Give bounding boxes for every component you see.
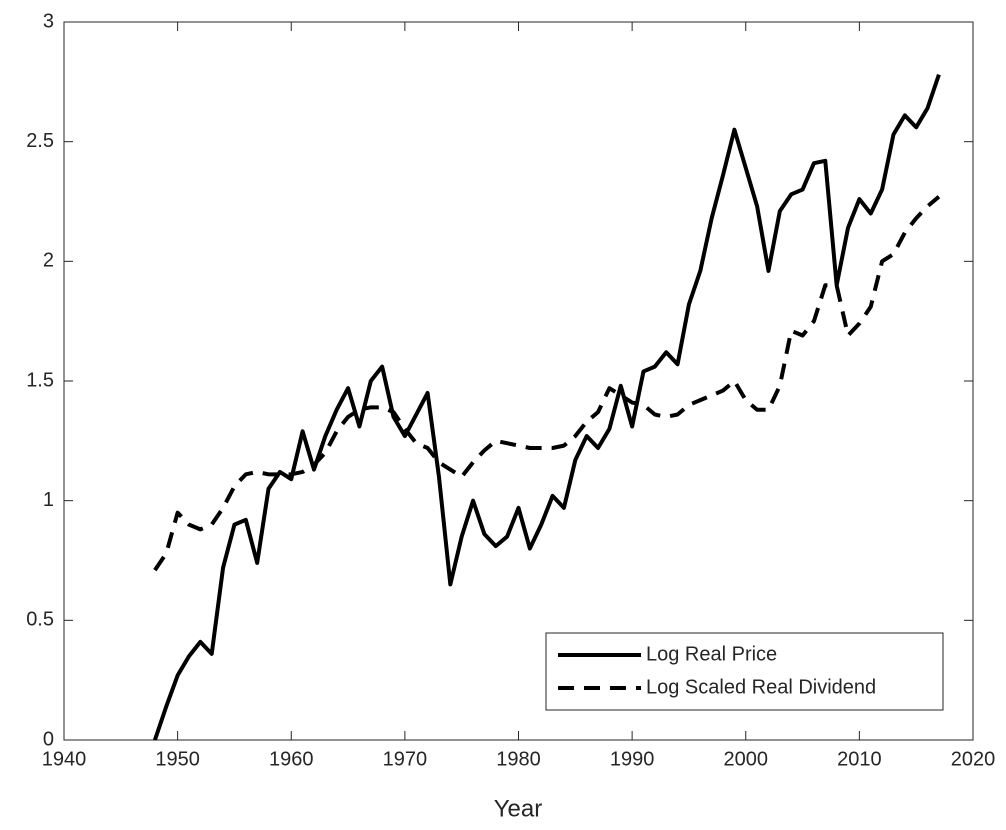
x-tick-label: 1940	[42, 748, 87, 770]
y-tick-label: 2	[43, 250, 54, 272]
x-axis-label: Year	[494, 795, 543, 822]
x-tick-label: 2000	[724, 748, 769, 770]
y-tick-label: 1.5	[26, 369, 54, 391]
legend-label: Log Scaled Real Dividend	[646, 676, 876, 698]
data-line	[153, 74, 941, 741]
legend-label: Log Real Price	[646, 643, 777, 665]
x-tick-label: 1990	[610, 748, 655, 770]
y-tick-label: 0	[43, 728, 54, 750]
plot-frame	[63, 21, 974, 741]
y-tick-label: 3	[43, 10, 54, 32]
x-tick-label: 1970	[383, 748, 428, 770]
legend-box	[545, 632, 944, 711]
x-tick-label: 1980	[496, 748, 541, 770]
x-tick-label: 1950	[155, 748, 200, 770]
y-tick-label: 1	[43, 489, 54, 511]
y-tick-label: 2.5	[26, 130, 54, 152]
x-tick-label: 2020	[951, 748, 996, 770]
y-tick-label: 0.5	[26, 609, 54, 631]
x-tick-label: 1960	[269, 748, 314, 770]
x-tick-label: 2010	[837, 748, 882, 770]
